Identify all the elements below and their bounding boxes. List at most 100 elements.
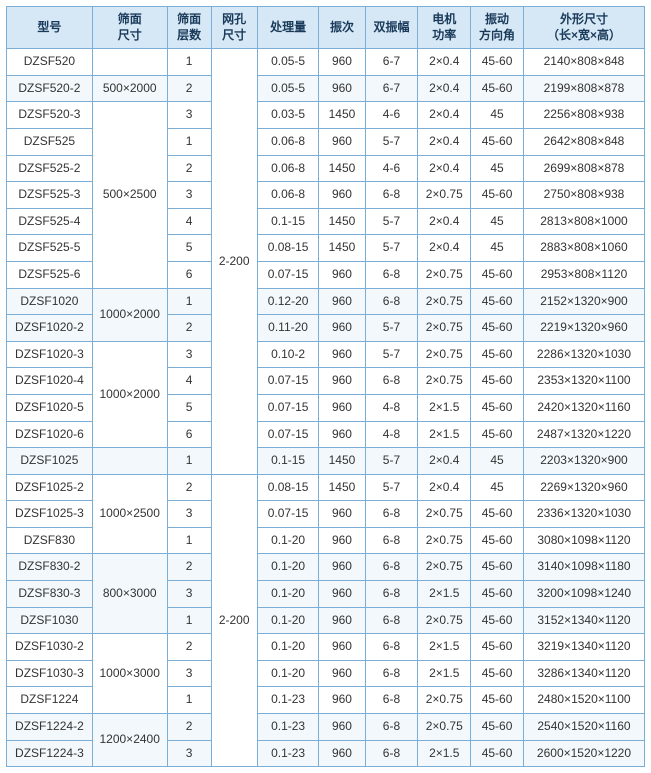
cell-dims: 2286×1320×1030 [523,341,644,368]
cell-angle: 45-60 [471,75,524,102]
cell-amplitude: 6-8 [365,288,418,315]
cell-screen-size: 500×2500 [92,102,167,288]
cell-power: 2×0.4 [418,75,471,102]
cell-freq: 960 [319,421,365,448]
cell-layers: 1 [167,527,211,554]
cell-angle: 45-60 [471,634,524,661]
cell-layers: 6 [167,261,211,288]
cell-model: DZSF1224-3 [7,740,93,767]
cell-layers: 2 [167,75,211,102]
col-layers: 筛面层数 [167,7,211,49]
cell-freq: 1450 [319,208,365,235]
cell-angle: 45-60 [471,527,524,554]
cell-layers: 1 [167,687,211,714]
cell-freq: 1450 [319,102,365,129]
cell-capacity: 0.11-20 [257,315,319,342]
cell-power: 2×0.75 [418,261,471,288]
cell-power: 2×0.75 [418,341,471,368]
cell-layers: 2 [167,714,211,741]
cell-mesh: 2-200 [211,49,257,475]
cell-freq: 960 [319,527,365,554]
cell-model: DZSF1020-5 [7,394,93,421]
cell-dims: 2219×1320×960 [523,315,644,342]
cell-model: DZSF1020-6 [7,421,93,448]
cell-capacity: 0.1-20 [257,527,319,554]
cell-model: DZSF830-2 [7,554,93,581]
cell-screen-size [92,448,167,475]
table-container: 型号 筛面尺寸 筛面层数 网孔尺寸 处理量 振次 双振幅 电机功率 振动方向角 … [0,0,651,773]
cell-dims: 2487×1320×1220 [523,421,644,448]
cell-model: DZSF525-5 [7,235,93,262]
cell-dims: 2480×1520×1100 [523,687,644,714]
cell-freq: 960 [319,714,365,741]
spec-table: 型号 筛面尺寸 筛面层数 网孔尺寸 处理量 振次 双振幅 电机功率 振动方向角 … [6,6,645,767]
cell-freq: 960 [319,315,365,342]
cell-amplitude: 6-8 [365,501,418,528]
cell-amplitude: 5-7 [365,235,418,262]
cell-amplitude: 6-8 [365,581,418,608]
cell-capacity: 0.07-15 [257,421,319,448]
cell-angle: 45-60 [471,740,524,767]
cell-dims: 2883×808×1060 [523,235,644,262]
cell-capacity: 0.1-20 [257,581,319,608]
cell-model: DZSF520-3 [7,102,93,129]
cell-model: DZSF1020-2 [7,315,93,342]
cell-freq: 1450 [319,448,365,475]
cell-power: 2×0.4 [418,235,471,262]
cell-model: DZSF525-6 [7,261,93,288]
cell-angle: 45-60 [471,49,524,76]
cell-power: 2×0.75 [418,714,471,741]
cell-capacity: 0.1-20 [257,554,319,581]
cell-freq: 960 [319,75,365,102]
cell-angle: 45-60 [471,394,524,421]
cell-power: 2×0.4 [418,474,471,501]
cell-freq: 960 [319,581,365,608]
cell-angle: 45-60 [471,368,524,395]
cell-layers: 3 [167,581,211,608]
cell-layers: 3 [167,740,211,767]
cell-screen-size: 1000×2000 [92,288,167,341]
cell-amplitude: 6-8 [365,527,418,554]
cell-amplitude: 5-7 [365,474,418,501]
cell-dims: 2699×808×878 [523,155,644,182]
cell-dims: 3080×1098×1120 [523,527,644,554]
cell-freq: 960 [319,634,365,661]
cell-capacity: 0.08-15 [257,235,319,262]
cell-amplitude: 5-7 [365,341,418,368]
cell-power: 2×0.75 [418,687,471,714]
cell-capacity: 0.1-20 [257,660,319,687]
cell-model: DZSF525-3 [7,182,93,209]
cell-amplitude: 4-6 [365,155,418,182]
cell-freq: 960 [319,394,365,421]
cell-layers: 1 [167,448,211,475]
cell-model: DZSF520-2 [7,75,93,102]
cell-power: 2×0.75 [418,315,471,342]
cell-power: 2×0.75 [418,607,471,634]
cell-power: 2×0.75 [418,288,471,315]
cell-amplitude: 6-8 [365,261,418,288]
cell-angle: 45-60 [471,660,524,687]
table-row: DZSF520-2500×200020.05-59606-72×0.445-60… [7,75,645,102]
cell-amplitude: 6-8 [365,740,418,767]
cell-layers: 5 [167,235,211,262]
cell-dims: 2642×808×848 [523,128,644,155]
cell-dims: 2353×1320×1100 [523,368,644,395]
cell-angle: 45 [471,448,524,475]
cell-angle: 45 [471,474,524,501]
cell-power: 2×0.4 [418,128,471,155]
cell-dims: 3286×1340×1120 [523,660,644,687]
cell-dims: 2953×808×1120 [523,261,644,288]
cell-layers: 2 [167,315,211,342]
cell-freq: 1450 [319,155,365,182]
cell-amplitude: 5-7 [365,208,418,235]
cell-layers: 3 [167,660,211,687]
col-capacity: 处理量 [257,7,319,49]
cell-freq: 960 [319,368,365,395]
table-header: 型号 筛面尺寸 筛面层数 网孔尺寸 处理量 振次 双振幅 电机功率 振动方向角 … [7,7,645,49]
cell-model: DZSF1030 [7,607,93,634]
cell-amplitude: 6-7 [365,75,418,102]
cell-dims: 2199×808×878 [523,75,644,102]
cell-model: DZSF1020 [7,288,93,315]
cell-freq: 960 [319,501,365,528]
cell-model: DZSF1224 [7,687,93,714]
